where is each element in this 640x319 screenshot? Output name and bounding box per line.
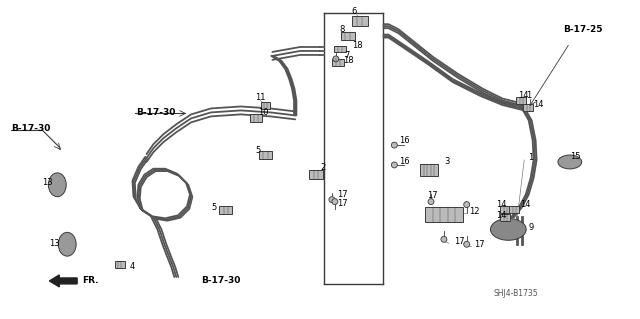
Bar: [250, 115, 262, 122]
Circle shape: [441, 236, 447, 242]
Text: 13: 13: [42, 178, 53, 187]
Circle shape: [333, 56, 339, 62]
Text: 17: 17: [337, 190, 348, 199]
Text: 2: 2: [320, 163, 325, 173]
Bar: [115, 261, 125, 268]
Text: 1: 1: [526, 91, 531, 100]
Text: 15: 15: [570, 152, 580, 160]
Ellipse shape: [558, 155, 582, 169]
Text: 3: 3: [444, 158, 449, 167]
Bar: [341, 32, 355, 40]
Text: 5: 5: [255, 145, 261, 155]
Circle shape: [332, 199, 338, 204]
FancyArrow shape: [49, 275, 77, 287]
Text: 12: 12: [468, 207, 479, 216]
Text: 17: 17: [474, 240, 484, 249]
Text: 14: 14: [520, 200, 531, 209]
Text: 11: 11: [255, 93, 266, 102]
Text: 14: 14: [533, 100, 543, 109]
Text: 17: 17: [454, 237, 465, 246]
Text: 8: 8: [340, 25, 345, 33]
Text: 9: 9: [528, 223, 533, 232]
Text: 10: 10: [259, 108, 269, 117]
Bar: [309, 170, 323, 179]
Bar: [500, 206, 510, 213]
Circle shape: [464, 202, 470, 208]
Text: 14: 14: [497, 211, 507, 220]
Text: B-17-30: B-17-30: [11, 124, 50, 133]
Text: 14: 14: [518, 91, 529, 100]
Text: FR.: FR.: [82, 277, 99, 286]
Text: 6: 6: [352, 7, 357, 16]
Text: B-17-25: B-17-25: [563, 25, 602, 33]
Bar: [334, 46, 346, 52]
Circle shape: [329, 197, 335, 203]
Text: 14: 14: [497, 200, 507, 209]
Bar: [420, 164, 438, 176]
Text: B-17-30: B-17-30: [201, 277, 241, 286]
Text: 18: 18: [352, 41, 362, 49]
Bar: [220, 205, 232, 213]
Bar: [509, 206, 519, 213]
Bar: [425, 207, 463, 222]
Bar: [259, 151, 272, 159]
Bar: [260, 102, 271, 109]
Bar: [524, 104, 533, 111]
Ellipse shape: [58, 232, 76, 256]
Text: 7: 7: [345, 51, 350, 60]
Text: 4: 4: [130, 262, 135, 271]
Text: 17: 17: [337, 199, 348, 208]
Circle shape: [428, 199, 434, 204]
Bar: [332, 59, 344, 66]
Bar: [516, 97, 526, 104]
Bar: [500, 214, 510, 221]
Ellipse shape: [49, 173, 66, 197]
Text: 18: 18: [343, 56, 353, 65]
Circle shape: [392, 142, 397, 148]
Circle shape: [392, 162, 397, 168]
Ellipse shape: [490, 219, 526, 240]
Text: 17: 17: [427, 191, 438, 200]
Text: 13: 13: [49, 239, 60, 248]
Text: B-17-30: B-17-30: [136, 108, 176, 117]
Text: 1: 1: [528, 152, 533, 161]
Text: 5: 5: [211, 203, 216, 212]
Text: SHJ4-B1735: SHJ4-B1735: [493, 289, 538, 298]
Bar: [352, 16, 367, 26]
Text: 16: 16: [399, 136, 410, 145]
Circle shape: [464, 241, 470, 247]
Text: 16: 16: [399, 158, 410, 167]
